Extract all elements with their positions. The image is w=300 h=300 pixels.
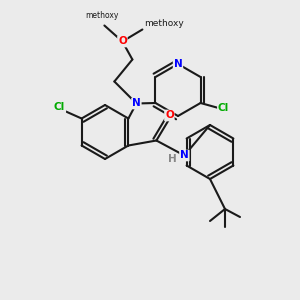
Text: Cl: Cl xyxy=(218,103,229,113)
Text: O: O xyxy=(118,37,127,46)
Text: N: N xyxy=(180,151,189,160)
Text: N: N xyxy=(132,98,141,109)
Text: N: N xyxy=(174,59,182,69)
Text: Cl: Cl xyxy=(54,103,65,112)
Text: H: H xyxy=(168,154,177,164)
Text: O: O xyxy=(165,110,174,121)
Text: methoxy: methoxy xyxy=(144,19,184,28)
Text: methoxy: methoxy xyxy=(86,11,119,20)
